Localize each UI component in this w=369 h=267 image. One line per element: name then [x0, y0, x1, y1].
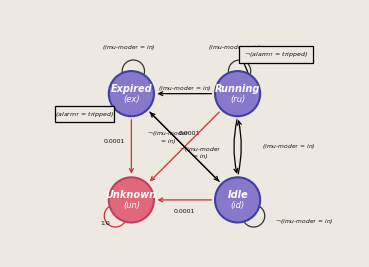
- Text: (alarm$_T$ = tripped): (alarm$_T$ = tripped): [55, 110, 114, 119]
- Circle shape: [109, 177, 154, 222]
- FancyArrowPatch shape: [150, 112, 218, 180]
- Text: 1.0: 1.0: [100, 221, 110, 226]
- Text: ¬(alarm$_T$ = tripped): ¬(alarm$_T$ = tripped): [244, 50, 308, 59]
- Text: 0.0001: 0.0001: [179, 131, 200, 136]
- Text: 0.0001: 0.0001: [174, 209, 195, 214]
- Text: (imu-mode$_T$ = in): (imu-mode$_T$ = in): [102, 43, 156, 52]
- FancyArrowPatch shape: [234, 120, 238, 172]
- FancyArrowPatch shape: [151, 112, 219, 180]
- FancyArrowPatch shape: [130, 120, 133, 172]
- FancyArrowPatch shape: [159, 92, 211, 96]
- Text: ¬(imu-mode$_T$
= in): ¬(imu-mode$_T$ = in): [179, 145, 222, 159]
- Text: (imu-mode$_T$ = in): (imu-mode$_T$ = in): [158, 84, 211, 93]
- Text: Running: Running: [215, 84, 260, 94]
- FancyBboxPatch shape: [55, 106, 114, 122]
- Text: 0.0001: 0.0001: [103, 139, 125, 144]
- FancyArrowPatch shape: [159, 198, 211, 202]
- Text: (un): (un): [123, 201, 140, 210]
- FancyArrowPatch shape: [238, 121, 241, 174]
- FancyBboxPatch shape: [239, 46, 313, 62]
- Text: (ex): (ex): [123, 95, 140, 104]
- Text: (ru): (ru): [230, 95, 245, 104]
- Text: Idle: Idle: [227, 190, 248, 200]
- Text: (imu-mode$_T$ = in): (imu-mode$_T$ = in): [262, 142, 315, 151]
- FancyArrowPatch shape: [151, 113, 219, 182]
- Text: (id): (id): [231, 201, 245, 210]
- Text: Expired: Expired: [111, 84, 152, 94]
- Circle shape: [215, 71, 260, 116]
- Text: ¬(imu-mode$_T$ = in): ¬(imu-mode$_T$ = in): [275, 217, 334, 226]
- Text: Unknown: Unknown: [106, 190, 157, 200]
- Text: ¬(imu-mode$_T$
= in): ¬(imu-mode$_T$ = in): [147, 129, 190, 144]
- Circle shape: [109, 71, 154, 116]
- Text: (imu-mode$_T$ = in): (imu-mode$_T$ = in): [208, 43, 262, 52]
- Circle shape: [215, 177, 260, 222]
